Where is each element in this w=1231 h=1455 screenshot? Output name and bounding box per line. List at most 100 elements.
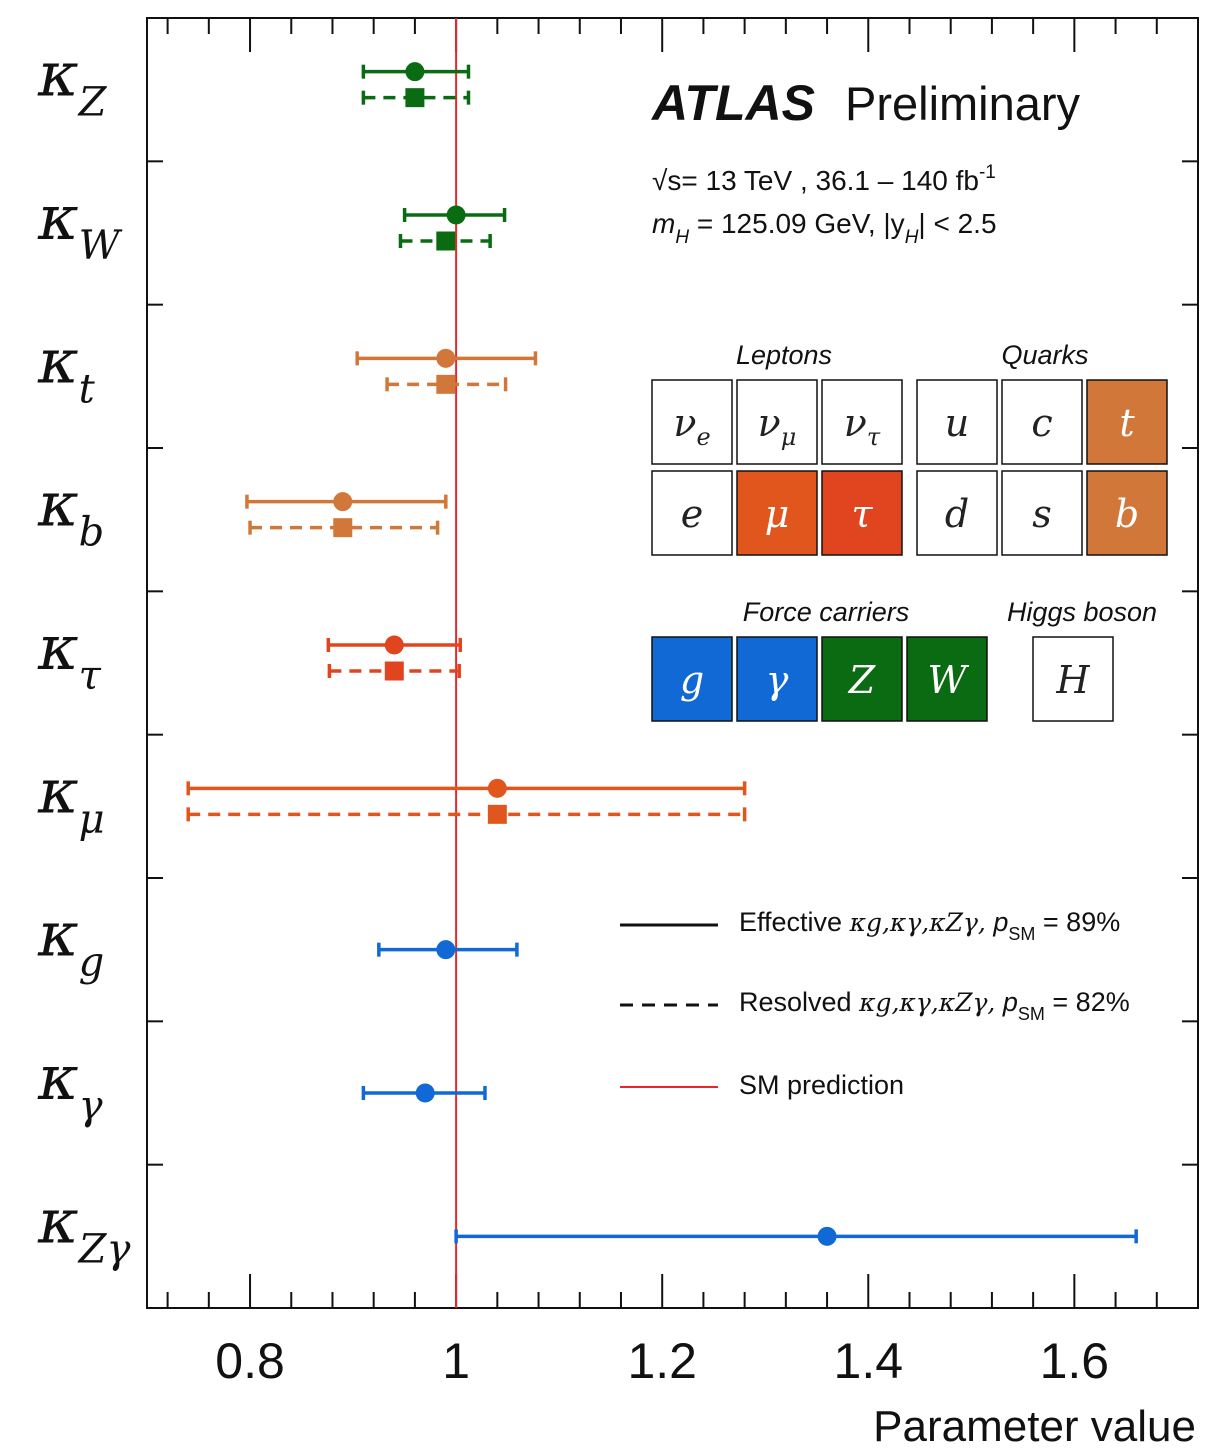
effective-marker bbox=[436, 348, 456, 368]
x-tick-label: 1 bbox=[442, 1333, 470, 1389]
quarks-title: Quarks bbox=[1001, 340, 1088, 370]
particle-cell-13: γ bbox=[736, 636, 818, 722]
particle-symbol-main: g bbox=[680, 658, 704, 702]
particle-cell-box bbox=[916, 470, 998, 556]
particle-cell-box bbox=[651, 379, 733, 465]
resolved-marker bbox=[436, 374, 456, 394]
particle-cell-box bbox=[736, 379, 818, 465]
y-label-kappa: κ bbox=[37, 324, 79, 397]
energy-text: = 13 TeV , 36.1 – 140 fb bbox=[681, 165, 979, 196]
legend: Effective κg,κγ,κZγ, pSM = 89% Resolved … bbox=[620, 907, 1130, 1100]
particle-symbol: b bbox=[1115, 492, 1139, 536]
x-tick-label: 0.8 bbox=[215, 1333, 285, 1389]
particle-symbol-sub: e bbox=[696, 423, 710, 451]
particle-cell-box bbox=[916, 379, 998, 465]
y-label-kappa-z: κZ bbox=[37, 38, 108, 126]
resolved-marker bbox=[436, 231, 456, 251]
particle-cell-15: W bbox=[906, 636, 988, 722]
particle-cell-box bbox=[821, 379, 903, 465]
rapidity-sub: H bbox=[905, 227, 919, 248]
energy-line: √s= 13 TeV , 36.1 – 140 fb-1 bbox=[652, 162, 996, 196]
particle-cell-box bbox=[1001, 470, 1083, 556]
particle-symbol-main: ν bbox=[673, 401, 696, 445]
legend-effective: Effective κg,κγ,κZγ, pSM = 89% bbox=[739, 907, 1120, 944]
leptons-title: Leptons bbox=[736, 340, 832, 370]
particle-cell-8: τ bbox=[821, 470, 903, 556]
legend-resolved: Resolved κg,κγ,κZγ, pSM = 82% bbox=[739, 987, 1130, 1024]
particle-cell-9: d bbox=[916, 470, 998, 556]
particle-cell-11: b bbox=[1086, 470, 1168, 556]
particle-cell-3: u bbox=[916, 379, 998, 465]
particle-cell-2: ντ bbox=[821, 379, 903, 465]
legend-effective-kappas: κg,κγ,κZγ, bbox=[849, 908, 986, 937]
particle-cell-6: e bbox=[651, 470, 733, 556]
particle-symbol-sub: μ bbox=[781, 423, 797, 451]
y-label-sub: t bbox=[79, 366, 96, 412]
effective-marker bbox=[436, 940, 456, 960]
plot-frame bbox=[146, 17, 1199, 1309]
effective-marker bbox=[333, 492, 353, 512]
atlas-status: Preliminary bbox=[845, 77, 1081, 130]
particle-cell-box bbox=[651, 470, 733, 556]
y-label-kappa: κ bbox=[37, 1041, 79, 1114]
particle-cell-box bbox=[906, 636, 988, 722]
y-label-sub: τ bbox=[79, 653, 102, 699]
particle-cell-box bbox=[1086, 470, 1168, 556]
x-tick-label: 1.6 bbox=[1040, 1333, 1110, 1389]
y-label-kappa: κ bbox=[37, 468, 79, 541]
y-label-kappa-τ: κτ bbox=[37, 611, 102, 699]
legend-resolved-p: p bbox=[1002, 987, 1018, 1017]
resolved-marker bbox=[487, 804, 507, 824]
particle-cell-box bbox=[651, 636, 733, 722]
parameter-g bbox=[377, 940, 519, 960]
particle-cells: νe νμ ντ u c te μ τ d s bg γ Z W H bbox=[651, 379, 1168, 722]
particle-symbol-main: H bbox=[1055, 658, 1090, 702]
y-label-kappa-μ: κμ bbox=[37, 754, 105, 842]
legend-resolved-psub: SM bbox=[1018, 1004, 1045, 1024]
y-label-kappa-g: κg bbox=[37, 898, 104, 986]
particle-symbol-main: ν bbox=[758, 401, 781, 445]
parameter-γ bbox=[361, 1083, 487, 1103]
resolved-marker bbox=[405, 88, 425, 108]
particle-symbol-main: γ bbox=[766, 658, 789, 702]
x-tick-label: 1.4 bbox=[834, 1333, 904, 1389]
y-label-kappa-b: κb bbox=[37, 468, 104, 556]
legend-sm-label: SM prediction bbox=[739, 1070, 904, 1100]
parameter-b bbox=[245, 492, 448, 538]
atlas-brand: ATLAS bbox=[650, 75, 815, 131]
rapidity-end: | < 2.5 bbox=[918, 208, 996, 239]
parameter-z bbox=[361, 62, 471, 108]
particle-symbol-main: t bbox=[1119, 401, 1135, 445]
y-label-kappa: κ bbox=[37, 38, 79, 111]
particle-cell-16: H bbox=[1032, 636, 1114, 722]
particle-symbol: e bbox=[681, 492, 704, 536]
y-label-kappa: κ bbox=[37, 754, 79, 827]
particle-symbol: ντ bbox=[844, 401, 881, 451]
y-label-kappa: κ bbox=[37, 181, 79, 254]
particle-symbol-main: μ bbox=[765, 492, 790, 536]
legend-effective-value: = 89% bbox=[1035, 907, 1120, 937]
parameter-t bbox=[355, 348, 538, 394]
atlas-header: ATLAS Preliminary √s= 13 TeV , 36.1 – 14… bbox=[650, 75, 1081, 248]
effective-marker bbox=[384, 635, 404, 655]
x-tick-label: 1.2 bbox=[627, 1333, 697, 1389]
legend-effective-p: p bbox=[992, 907, 1008, 937]
particle-cell-box bbox=[821, 470, 903, 556]
particle-symbol: γ bbox=[766, 658, 789, 702]
particle-symbol: d bbox=[945, 492, 969, 536]
particle-symbol-main: τ bbox=[851, 492, 873, 536]
y-label-kappa-γ: κγ bbox=[37, 1041, 103, 1129]
effective-marker bbox=[446, 205, 466, 225]
y-label-sub: Z bbox=[77, 80, 108, 126]
particle-table: Leptons Quarks Force carriers Higgs boso… bbox=[651, 340, 1168, 722]
particle-cell-box bbox=[1001, 379, 1083, 465]
particle-symbol: s bbox=[1032, 492, 1052, 536]
particle-cell-box bbox=[1032, 636, 1114, 722]
particle-symbol: t bbox=[1119, 401, 1135, 445]
particle-cell-box bbox=[1086, 379, 1168, 465]
parameter-τ bbox=[326, 635, 462, 681]
particle-symbol: c bbox=[1031, 401, 1052, 445]
particle-symbol: g bbox=[680, 658, 704, 702]
